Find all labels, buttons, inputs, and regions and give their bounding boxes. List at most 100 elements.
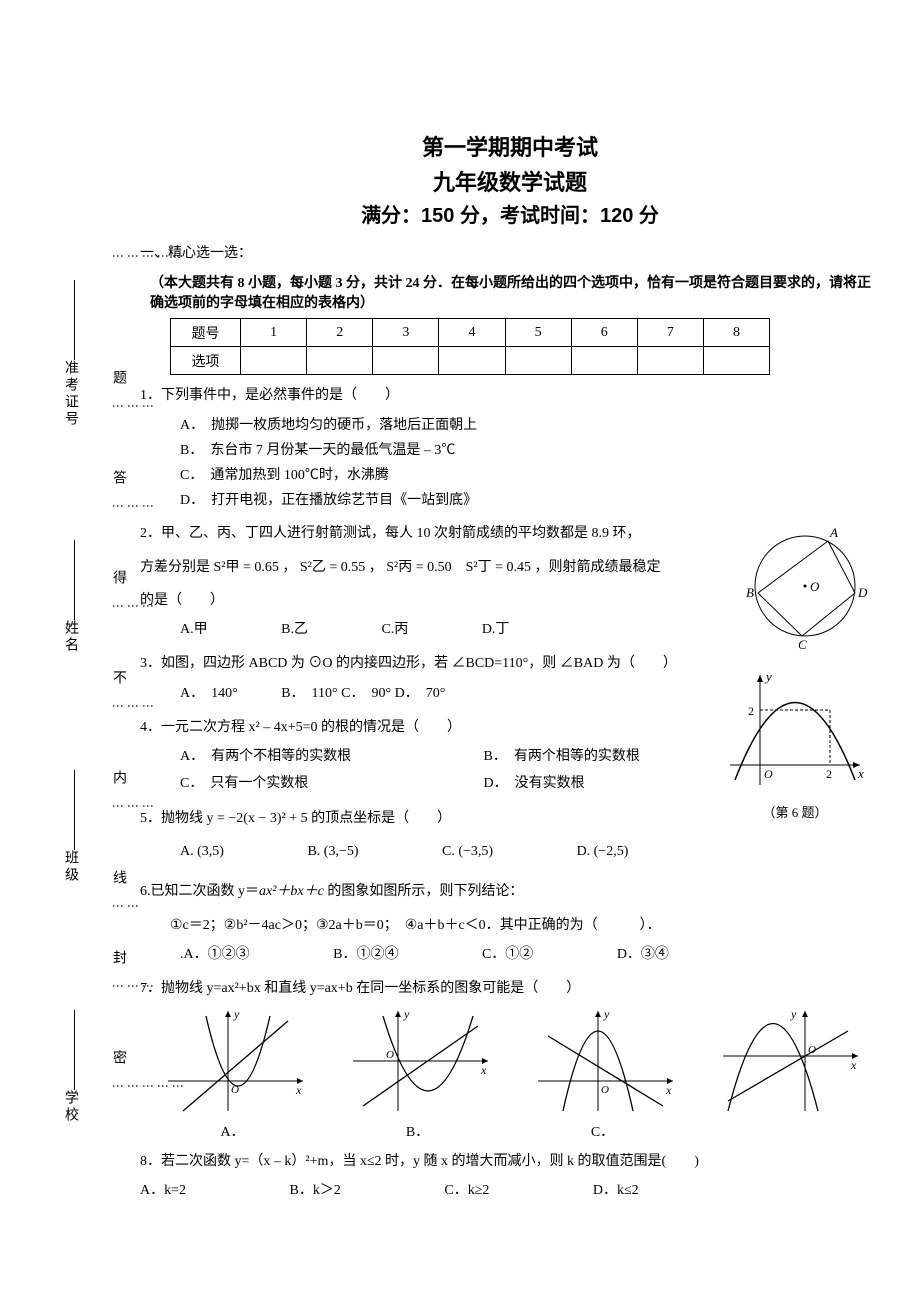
svg-text:x: x xyxy=(665,1083,672,1097)
svg-text:x: x xyxy=(295,1083,302,1097)
svg-text:y: y xyxy=(233,1007,240,1021)
q6-caption: （第 6 题） xyxy=(720,802,870,821)
ans-7[interactable] xyxy=(637,347,703,375)
q8-stem: 8．若二次函数 y=（x – k）²+m，当 x≤2 时，y 随 x 的增大而减… xyxy=(140,1149,880,1174)
svg-text:O: O xyxy=(386,1049,394,1061)
q1-C: C． 通常加热到 100℃时，水沸腾 xyxy=(180,463,880,488)
ans-6[interactable] xyxy=(571,347,637,375)
ans-1[interactable] xyxy=(241,347,307,375)
q2-A: A.甲 xyxy=(180,617,208,644)
q8-C: C．k≥2 xyxy=(444,1178,489,1205)
svg-text:x: x xyxy=(850,1058,857,1072)
q5-D: D. (−2,5) xyxy=(577,839,629,866)
q4-A: A． 有两个不相等的实数根 xyxy=(180,744,440,771)
ans-5[interactable] xyxy=(505,347,571,375)
section1-instruction: （本大题共有 8 小题，每小题 3 分，共计 24 分．在每小题所给出的四个选项… xyxy=(150,272,880,312)
q5-stem-text: 5．抛物线 y = −2(x − 3)² + 5 的顶点坐标是（ ） xyxy=(140,811,451,826)
q3-D: D． 70° xyxy=(395,681,446,708)
margin-underline-2 xyxy=(74,540,75,620)
margin-label-school: 学校 xyxy=(60,1090,80,1124)
svg-text:y: y xyxy=(790,1007,797,1021)
answer-table-input-row: 选项 xyxy=(171,347,770,375)
q6-math: ax²＋bx＋c xyxy=(259,884,324,899)
p6-x2: 2 xyxy=(826,767,832,781)
exam-content: 第一学期期中考试 九年级数学试题 满分：150 分，考试时间：120 分 一、精… xyxy=(140,130,880,1204)
margin-label-class: 班级 xyxy=(60,850,80,884)
p6-O: O xyxy=(764,767,773,781)
q4-B: B． 有两个相等的实数根 xyxy=(484,744,640,771)
q8-B: B．k＞2 xyxy=(290,1178,341,1205)
title-block: 第一学期期中考试 九年级数学试题 满分：150 分，考试时间：120 分 xyxy=(140,130,880,232)
seal-char-2: 得 xyxy=(108,570,128,584)
margin-underline-3 xyxy=(74,770,75,850)
seal-char-4: 内 xyxy=(108,770,128,784)
exam-margin: 准考证号 姓名 班级 学校 ⋮⋮⋮⋮⋮ 题 ⋮⋮⋮ 答 ⋮⋮⋮ 得 ⋮⋮⋮ 不 … xyxy=(60,130,120,1230)
col-1: 1 xyxy=(241,319,307,347)
lbl-B: B xyxy=(746,585,754,600)
q7-graph-C: O x y C． xyxy=(528,1006,678,1141)
ans-4[interactable] xyxy=(439,347,505,375)
seal-char-6: 封 xyxy=(108,950,128,964)
q3-A: A． 140° xyxy=(180,681,238,708)
seal-char-3: 不 xyxy=(108,670,128,684)
svg-text:O: O xyxy=(808,1044,816,1056)
answer-table-head-row: 题号 1 2 3 4 5 6 7 8 xyxy=(171,319,770,347)
q5-A: A. (3,5) xyxy=(180,839,224,866)
svg-text:O: O xyxy=(231,1084,239,1096)
q6-conds: ①c＝2；②b²－4ac＞0；③2a＋b＝0； ④a＋b＋c＜0．其中正确的为（… xyxy=(170,913,880,938)
q6-options: .A．①②③ B．①②④ C．①② D．③④ xyxy=(180,942,880,969)
q6-A: .A．①②③ xyxy=(180,942,250,969)
q6-stem: 6.已知二次函数 y＝ax²＋bx＋c 的图象如图所示，则下列结论： xyxy=(140,879,880,904)
title-line-3: 满分：150 分，考试时间：120 分 xyxy=(140,200,880,232)
q6-post: 的图象如图所示，则下列结论： xyxy=(324,884,524,899)
q4-D: D． 没有实数根 xyxy=(484,771,585,798)
answer-table: 题号 1 2 3 4 5 6 7 8 选项 xyxy=(170,318,770,375)
lbl-A: A xyxy=(829,525,838,540)
parabola6-svg: 2 2 O x y xyxy=(720,665,870,795)
title-line-1: 第一学期期中考试 xyxy=(140,130,880,165)
q1-stem: 1．下列事件中，是必然事件的是（ ） xyxy=(140,383,880,408)
q6-D: D．③④ xyxy=(617,942,669,969)
q6-pre: 6.已知二次函数 y＝ xyxy=(140,884,259,899)
ans-2[interactable] xyxy=(307,347,373,375)
margin-label-name: 姓名 xyxy=(60,620,80,654)
seal-char-7: 密 xyxy=(108,1050,128,1064)
q6-B: B．①②④ xyxy=(333,942,398,969)
q7-graphs: O x y A． O x y B． O xyxy=(140,1006,880,1141)
seal-char-1: 答 xyxy=(108,470,128,484)
q5-C: C. (−3,5) xyxy=(442,839,493,866)
col-3: 3 xyxy=(373,319,439,347)
q7-stem: 7．抛物线 y=ax²+bx 和直线 y=ax+b 在同一坐标系的图象可能是（ … xyxy=(140,976,880,1001)
q5-B: B. (3,−5) xyxy=(307,839,358,866)
circle-svg: A B C D O xyxy=(740,521,870,651)
q8-options: A．k=2 B．k＞2 C．k≥2 D．k≤2 xyxy=(140,1178,880,1205)
margin-underline-4 xyxy=(74,1010,75,1090)
col-8: 8 xyxy=(703,319,769,347)
ans-3[interactable] xyxy=(373,347,439,375)
svg-text:y: y xyxy=(403,1007,410,1021)
margin-underline-1 xyxy=(74,280,75,360)
lbl-D: D xyxy=(857,585,868,600)
q8-A: A．k=2 xyxy=(140,1178,186,1205)
q7-graph-A: O x y A． xyxy=(158,1006,308,1141)
q6-C: C．①② xyxy=(482,942,533,969)
p6-y: y xyxy=(764,669,772,684)
q7-B-label: B． xyxy=(343,1121,493,1141)
lbl-O: O xyxy=(810,579,820,594)
col-2: 2 xyxy=(307,319,373,347)
svg-text:x: x xyxy=(480,1063,487,1077)
title-line-2: 九年级数学试题 xyxy=(140,165,880,200)
p6-x: x xyxy=(857,766,864,781)
q7-graph-B: O x y B． xyxy=(343,1006,493,1141)
q4-C: C． 只有一个实数根 xyxy=(180,771,440,798)
lbl-C: C xyxy=(798,637,807,651)
q8-D: D．k≤2 xyxy=(593,1178,639,1205)
q7-graph-D: O x y xyxy=(713,1006,863,1141)
ans-8[interactable] xyxy=(703,347,769,375)
answer-table-label-1: 题号 xyxy=(171,319,241,347)
q7-C-label: C． xyxy=(528,1121,678,1141)
answer-table-label-2: 选项 xyxy=(171,347,241,375)
margin-dots-7: ⋮⋮ xyxy=(110,900,140,912)
figure-circle: A B C D O xyxy=(740,521,870,656)
section1-heading: 一、精心选一选： xyxy=(140,242,880,262)
